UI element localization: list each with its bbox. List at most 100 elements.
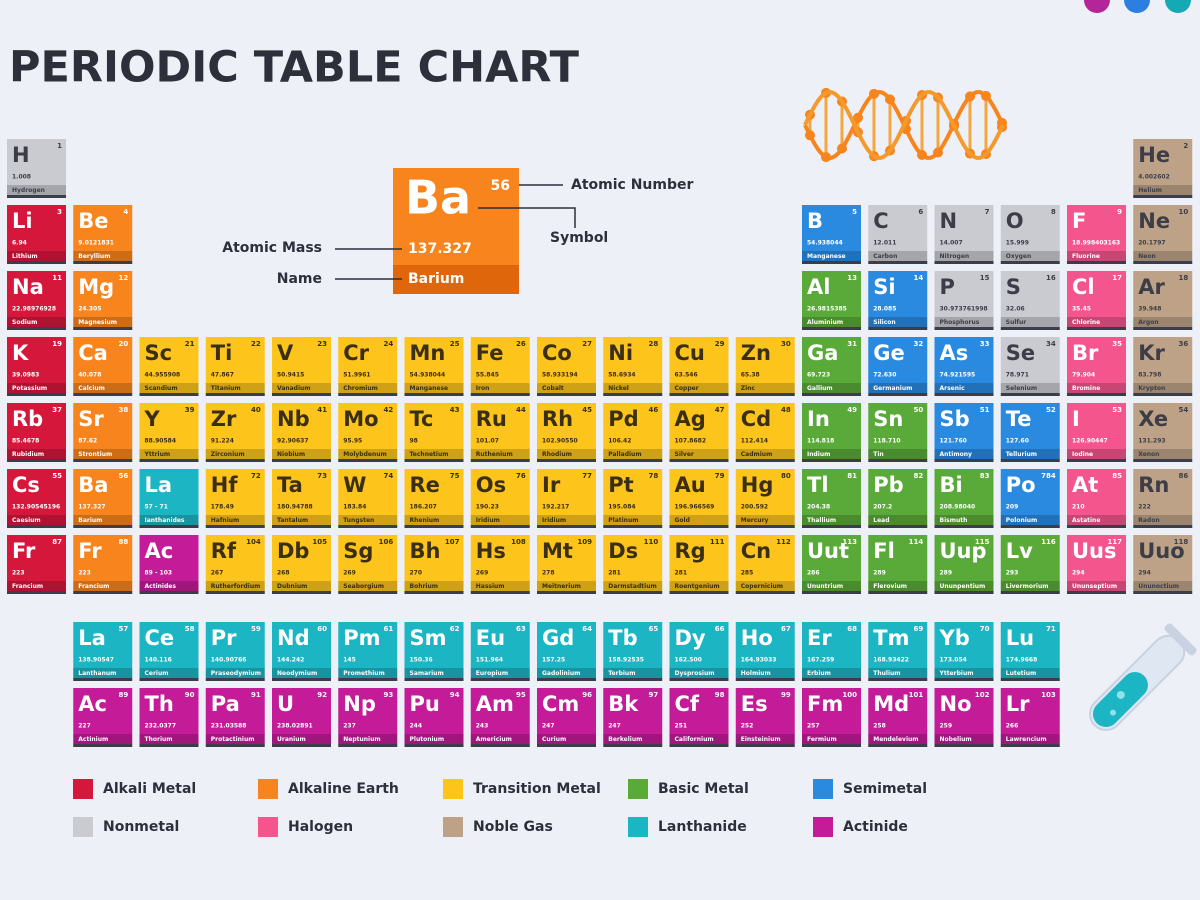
atomic-number: 45 — [582, 406, 592, 414]
cell-strip — [272, 734, 331, 744]
element-name: Cobalt — [542, 385, 564, 392]
element-name: Livermorium — [1006, 583, 1049, 590]
atomic-mass: 18.998403163 — [1072, 240, 1120, 247]
cell-strip — [1000, 515, 1060, 525]
element-name: Roentgenium — [675, 583, 720, 590]
element-cell: P 15 30.973761998 Phosphorus — [934, 271, 994, 330]
atomic-mass: 1.008 — [12, 174, 31, 181]
atomic-number: 28 — [649, 340, 659, 348]
element-cell: Re 75 186.207 Rhenium — [404, 469, 464, 528]
cell-body — [205, 337, 265, 383]
cell-edge — [868, 744, 928, 747]
cell-edge — [139, 525, 199, 528]
element-symbol: Ir — [542, 473, 561, 497]
cell-body — [735, 688, 795, 734]
cell-edge — [669, 744, 729, 747]
element-name: Neon — [1138, 253, 1155, 260]
element-name: Radon — [1138, 517, 1159, 524]
element-cell: Os 76 190.23 Iridium — [470, 469, 530, 528]
element-symbol: Br — [1072, 341, 1099, 365]
key-name: Barium — [408, 271, 464, 287]
element-name: Hafnium — [211, 517, 240, 524]
cell-body — [537, 337, 596, 383]
element-symbol: Uut — [807, 539, 849, 563]
cell-body — [139, 535, 199, 581]
atomic-number: 38 — [119, 406, 129, 414]
cell-strip — [7, 515, 66, 525]
cell-body — [603, 535, 663, 581]
atomic-number: 66 — [715, 625, 725, 633]
element-name: Terbium — [608, 670, 635, 677]
element-cell: La 57 - 71 Ianthanides — [139, 469, 199, 528]
atomic-mass: 24.305 — [78, 306, 101, 313]
tube-rim — [1164, 623, 1197, 656]
atomic-mass: 15.999 — [1006, 240, 1029, 247]
element-name: Ununseptium — [1072, 583, 1117, 590]
cell-edge — [868, 393, 928, 396]
element-symbol: At — [1072, 473, 1098, 497]
element-cell: Cn 112 285 Copernicium — [735, 535, 795, 594]
cell-body — [802, 622, 861, 668]
atomic-mass: 266 — [1006, 723, 1019, 730]
atomic-mass: 69.723 — [807, 372, 830, 379]
element-symbol: No — [940, 692, 972, 716]
cell-strip — [802, 668, 861, 678]
element-name: Lutetium — [1006, 670, 1036, 677]
atomic-mass: 231.03588 — [211, 723, 247, 730]
atomic-mass: 28.085 — [873, 306, 896, 313]
cell-edge — [404, 393, 464, 396]
cell-strip — [735, 449, 795, 459]
element-cell: Nd 60 144.242 Neodymium — [272, 622, 331, 681]
cell-body — [272, 337, 331, 383]
cell-edge — [205, 525, 265, 528]
cell-edge — [868, 459, 928, 462]
cell-body — [7, 535, 66, 581]
cell-body — [868, 535, 928, 581]
element-cell: Rn 86 222 Radon — [1133, 469, 1193, 528]
element-cell: S 16 32.06 Sulfur — [1000, 271, 1060, 330]
element-cell: Pd 46 106.42 Palladium — [603, 403, 663, 462]
atomic-mass: 294 — [1138, 570, 1151, 577]
element-cell: Tb 65 158.92535 Terbium — [603, 622, 663, 681]
atomic-mass: 162.500 — [675, 657, 702, 664]
element-symbol: O — [1006, 209, 1024, 233]
cell-edge — [669, 678, 729, 681]
element-symbol: K — [12, 341, 29, 365]
atomic-number: 94 — [450, 691, 460, 699]
atomic-number: 50 — [914, 406, 924, 414]
atomic-mass: 145 — [343, 657, 356, 664]
cell-strip — [802, 734, 861, 744]
cell-strip — [1133, 581, 1193, 591]
cell-strip — [470, 668, 530, 678]
cell-strip — [1133, 317, 1193, 327]
cell-body — [73, 535, 133, 581]
element-name: Ununpentium — [940, 583, 986, 590]
atomic-mass: 92.90637 — [277, 438, 309, 445]
cell-body — [802, 535, 861, 581]
element-name: Vanadium — [277, 385, 311, 392]
cell-strip — [404, 581, 464, 591]
atomic-mass: 22.98976928 — [12, 306, 56, 313]
cell-body — [205, 403, 265, 449]
element-cell: N 7 14.007 Nitrogen — [934, 205, 994, 264]
atomic-mass: 208.98040 — [940, 504, 976, 511]
atomic-mass: 85.4678 — [12, 438, 39, 445]
cell-strip — [73, 668, 133, 678]
element-name: Iridium — [476, 517, 500, 524]
cell-strip — [868, 581, 928, 591]
cell-edge — [470, 678, 530, 681]
atomic-mass: 126.90447 — [1072, 438, 1108, 445]
atomic-mass: 106.42 — [608, 438, 631, 445]
atomic-mass: 107.8682 — [675, 438, 707, 445]
atomic-number: 51 — [980, 406, 990, 414]
atomic-number: 63 — [516, 625, 526, 633]
cell-body — [272, 403, 331, 449]
element-cell: Se 34 78.971 Selenium — [1000, 337, 1060, 396]
atomic-mass: 112.414 — [741, 438, 768, 445]
element-name: Mendelevium — [873, 736, 918, 743]
cell-body — [1133, 271, 1193, 317]
element-name: Manganese — [410, 385, 449, 392]
cell-strip — [404, 383, 464, 393]
element-symbol: Ce — [145, 626, 175, 650]
